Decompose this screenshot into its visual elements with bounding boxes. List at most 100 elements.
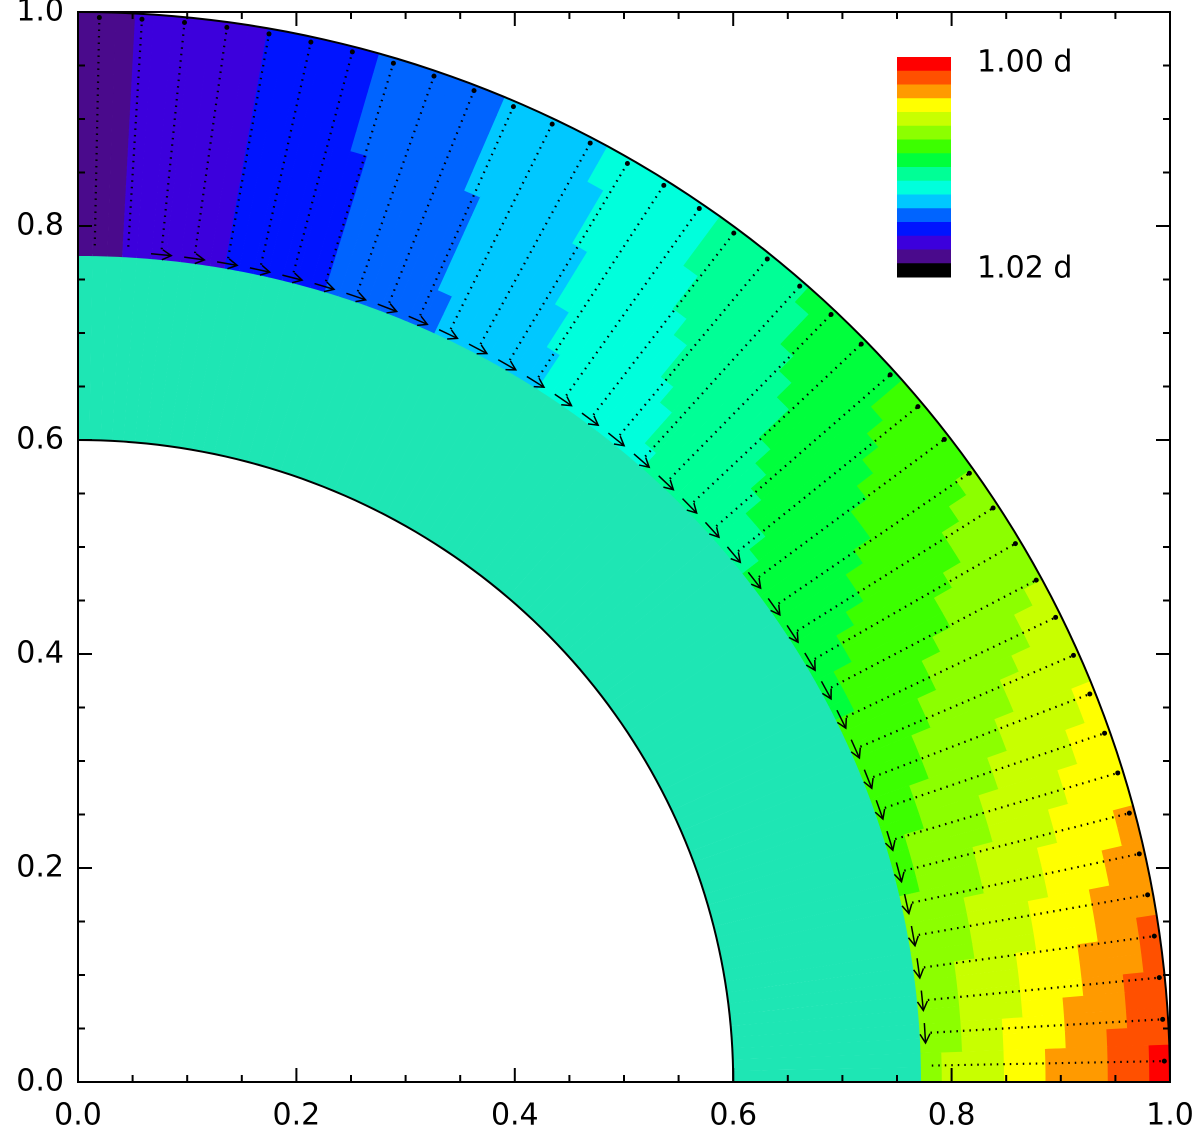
outer-shell-cell: [666, 447, 694, 474]
outer-shell-cell: [889, 592, 917, 619]
outer-shell-cell: [1102, 973, 1126, 995]
flow-head: [224, 24, 230, 30]
outer-shell-cell: [126, 154, 145, 177]
outer-shell-cell: [933, 546, 962, 573]
outer-shell-cell: [932, 626, 960, 652]
outer-shell-cell: [957, 988, 981, 1007]
outer-shell-cell: [840, 484, 869, 512]
arrow-head: [227, 258, 239, 270]
outer-shell-cell: [590, 259, 617, 287]
outer-shell-cell: [851, 651, 879, 676]
outer-shell-cell: [658, 281, 686, 309]
outer-shell-cell: [499, 347, 524, 374]
outer-shell-cell: [939, 1021, 963, 1038]
outer-shell-cell: [894, 799, 921, 821]
outer-shell-cell: [399, 146, 424, 173]
inner-shell: [639, 655, 810, 761]
outer-shell-cell: [348, 193, 371, 220]
outer-shell-cell: [735, 487, 762, 514]
outer-shell-cell: [1036, 842, 1063, 865]
tangential-flow: [863, 769, 873, 789]
outer-shell-cell: [93, 153, 112, 176]
outer-shell-cell: [547, 120, 574, 147]
arrow-head: [850, 747, 862, 760]
outer-shell-cell: [1068, 888, 1094, 911]
inner-shell: [718, 909, 908, 960]
outer-shell-cell: [596, 414, 623, 441]
outer-shell-cell: [898, 568, 926, 594]
outer-shell-cell: [1077, 832, 1103, 856]
outer-shell-cell: [1043, 1014, 1066, 1033]
outer-shell-cell: [976, 970, 1000, 990]
arrow-head: [901, 903, 913, 916]
outer-shell-cell: [723, 537, 751, 563]
x-tick-label: 0.8: [928, 1098, 976, 1133]
outer-shell-cell: [785, 420, 814, 448]
arrow-head: [386, 303, 399, 314]
outer-shell-cell: [923, 756, 950, 779]
outer-shell-cell: [197, 222, 217, 247]
colorbar-swatch: [897, 112, 951, 127]
colorbar-swatch: [897, 180, 951, 195]
tangential-flow: [804, 652, 816, 671]
inner-shell: [247, 281, 311, 465]
outer-shell-cell: [568, 294, 595, 322]
outer-shell-cell: [330, 252, 352, 278]
outer-shell-cell: [980, 872, 1006, 894]
outer-shell-cell: [296, 200, 318, 226]
colorbar-swatch: [897, 167, 951, 182]
outer-shell-cell: [885, 720, 913, 744]
outer-shell-cell: [522, 243, 548, 271]
inner-shell: [490, 438, 622, 591]
outer-shell-cell: [850, 498, 879, 525]
outer-shell-cell: [800, 535, 829, 561]
outer-shell-cell: [163, 96, 184, 119]
outer-shell-cell: [437, 270, 462, 297]
outer-shell-cell: [172, 178, 191, 202]
outer-shell-cell: [1001, 1016, 1025, 1035]
outer-shell-cell: [469, 308, 494, 335]
outer-shell-cell: [1033, 930, 1058, 951]
inner-shell: [666, 718, 845, 811]
inner-shell: [730, 1009, 922, 1038]
outer-shell-cell: [108, 194, 126, 217]
outer-shell-cell: [274, 153, 296, 179]
outer-shell-cell: [969, 566, 998, 593]
outer-shell-cell: [758, 547, 786, 573]
outer-shell-cell: [751, 571, 778, 597]
outer-shell-cell: [446, 119, 472, 147]
outer-shell-cell: [95, 72, 114, 94]
outer-shell-cell: [185, 57, 207, 81]
outer-shell-cell: [1064, 871, 1090, 894]
flow-head: [510, 104, 516, 110]
outer-shell-cell: [521, 129, 549, 157]
outer-shell-cell: [898, 697, 925, 722]
colorbar-swatch: [897, 125, 951, 140]
outer-shell-cell: [205, 39, 228, 63]
outer-shell-cell: [170, 16, 193, 39]
outer-boundary: [77, 11, 1171, 1083]
outer-shell-cell: [879, 819, 906, 841]
outer-shell-cell: [1090, 733, 1117, 758]
outer-shell-cell: [1125, 859, 1150, 882]
outer-shell-cell: [673, 317, 701, 346]
outer-shell-cell: [739, 524, 767, 550]
outer-shell-cell: [776, 472, 805, 499]
flow-head: [661, 182, 667, 188]
outer-shell-cell: [546, 328, 572, 356]
outer-shell-cell: [677, 457, 705, 484]
outer-shell-cell: [1029, 637, 1058, 664]
outer-shell-cell: [1016, 847, 1042, 869]
tangential-flow: [850, 739, 861, 759]
outer-shell-cell: [961, 1050, 985, 1067]
outer-shell-cell: [283, 113, 306, 139]
outer-shell-cell: [1040, 859, 1066, 881]
outer-shell-cell: [955, 973, 980, 992]
outer-shell-cell: [429, 113, 455, 141]
outer-shell-cell: [176, 138, 197, 162]
outer-shell-cell: [953, 779, 980, 802]
arrow-head: [708, 527, 721, 539]
outer-shell-cell: [290, 157, 313, 182]
outer-shell-cell: [189, 17, 212, 41]
outer-shell-cell: [573, 396, 599, 423]
